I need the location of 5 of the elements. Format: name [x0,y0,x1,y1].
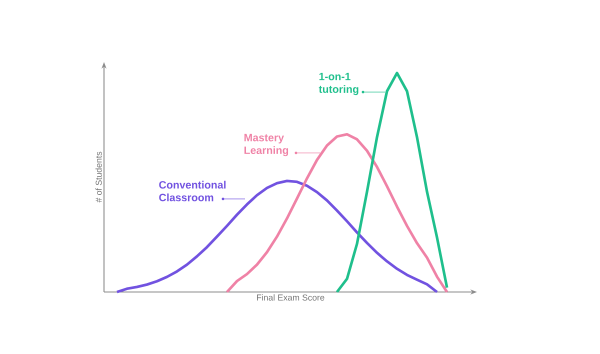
text: Mastery Learning [244,134,288,156]
x-axis-title: Final Exam Score [257,294,324,301]
text: 1-on-1 tutoring [318,72,358,96]
y-axis-title: # of Students [95,152,102,202]
series-label: Conventional Classroom [159,180,226,202]
